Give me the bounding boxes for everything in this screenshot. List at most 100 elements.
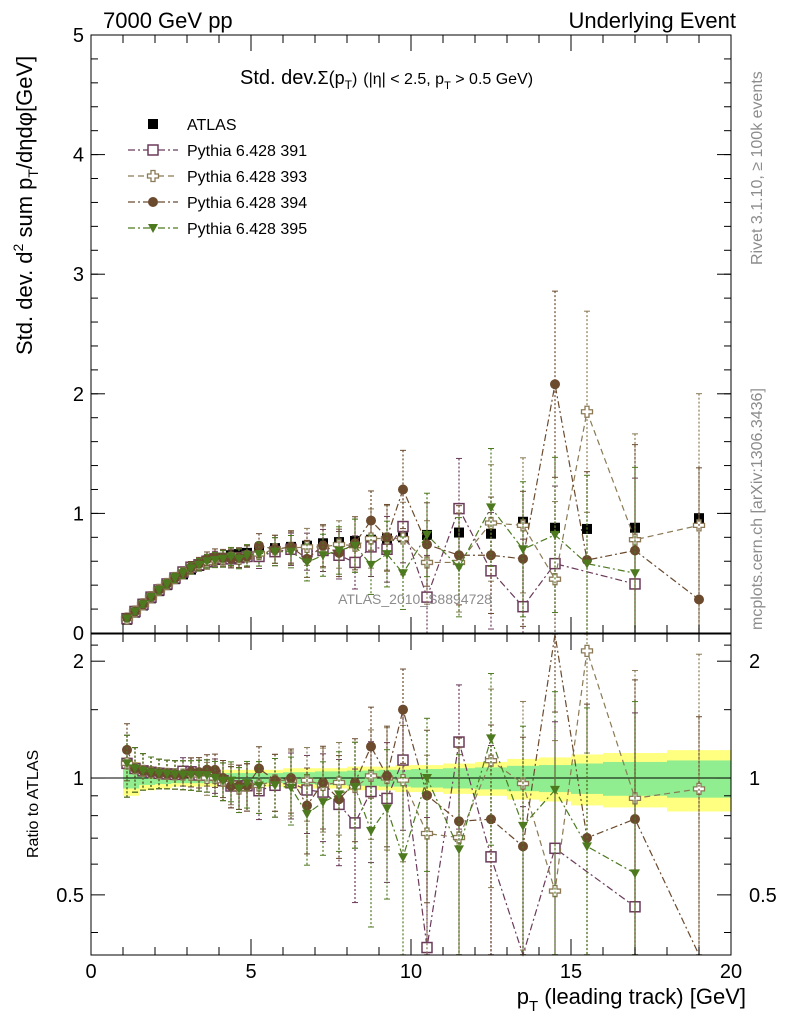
plot-title-sigma: Σ(p bbox=[317, 68, 344, 88]
data-point bbox=[486, 550, 496, 561]
data-point bbox=[286, 547, 296, 557]
x-tick-label: 0 bbox=[85, 961, 96, 983]
ratio-point bbox=[178, 770, 188, 780]
ratio-point bbox=[366, 741, 376, 752]
ratio-point bbox=[486, 734, 496, 744]
data-point bbox=[350, 541, 360, 551]
ratio-point bbox=[194, 771, 204, 781]
main-ylabel-c: /dηdφ[GeV] bbox=[12, 56, 37, 169]
ratio-series-line bbox=[126, 650, 700, 892]
legend-marker bbox=[147, 144, 159, 156]
data-point bbox=[154, 585, 164, 595]
ratio-point bbox=[302, 800, 312, 811]
plot-title-sigma-sub: T bbox=[345, 78, 353, 92]
ratio-point bbox=[254, 781, 264, 791]
ratio-point bbox=[398, 853, 408, 863]
ratio-point bbox=[162, 769, 172, 779]
data-point bbox=[453, 502, 465, 515]
ratio-y-tick-label: 2 bbox=[73, 651, 84, 673]
series-line bbox=[126, 384, 700, 618]
legend-label: ATLAS bbox=[187, 117, 237, 134]
ratio-y-tick-label-right: 1 bbox=[749, 768, 760, 790]
main-ylabel-a: Std. dev. d bbox=[12, 251, 37, 355]
ratio-plot: 0.5 0.51 12 20 5 10 15 20 Ratio to ATLAS pT (le… bbox=[25, 633, 777, 1015]
ratio-point bbox=[334, 790, 344, 800]
data-point bbox=[170, 573, 180, 583]
main-axes: 0 1 2 3 4 5 bbox=[73, 25, 732, 645]
legend-marker bbox=[148, 197, 158, 207]
data-point bbox=[518, 545, 528, 555]
ratio-point bbox=[630, 869, 640, 879]
ratio-axes: 0.5 0.51 12 20 5 10 15 20 bbox=[56, 634, 777, 983]
data-point bbox=[398, 484, 408, 495]
plot-title-cuts: (|η| < 2.5, p bbox=[363, 71, 444, 88]
main-y-tick-label: 4 bbox=[73, 145, 84, 167]
main-y-tick-label: 5 bbox=[73, 25, 84, 47]
ratio-point bbox=[548, 884, 562, 898]
ratio-point bbox=[422, 774, 432, 784]
data-point bbox=[146, 593, 156, 603]
ratio-point bbox=[398, 704, 408, 715]
ratio-point bbox=[366, 826, 376, 836]
ratio-point bbox=[582, 842, 592, 852]
ratio-y-tick-label: 0.5 bbox=[56, 885, 84, 907]
x-tick-label: 10 bbox=[400, 961, 422, 983]
data-point bbox=[162, 579, 172, 589]
main-y-axis-label: Std. dev. d2 sum pT/dηdφ[GeV] bbox=[10, 56, 41, 355]
data-point bbox=[210, 556, 220, 566]
ratio-point bbox=[518, 821, 528, 831]
data-point bbox=[178, 569, 188, 579]
data-point bbox=[202, 557, 212, 567]
ratio-y-tick-label-right: 0.5 bbox=[749, 885, 777, 907]
data-point bbox=[516, 519, 530, 532]
data-point bbox=[694, 594, 704, 605]
plot-title-main: Std. dev. bbox=[240, 67, 317, 89]
legend-marker bbox=[148, 224, 158, 233]
data-point bbox=[302, 558, 312, 568]
main-y-tick-label: 2 bbox=[73, 384, 84, 406]
ratio-point bbox=[154, 769, 164, 779]
data-point bbox=[334, 546, 344, 556]
ratio-point bbox=[382, 770, 392, 781]
data-point bbox=[398, 569, 408, 579]
data-point bbox=[454, 563, 464, 573]
data-point bbox=[366, 515, 376, 526]
ratio-point bbox=[226, 776, 236, 786]
data-point bbox=[270, 547, 280, 557]
data-point bbox=[422, 530, 432, 540]
ratio-point bbox=[130, 764, 140, 774]
ratio-point bbox=[332, 776, 346, 789]
ratio-point bbox=[242, 779, 252, 789]
data-point bbox=[366, 560, 376, 570]
plot-title: Std. dev.Σ(pT) (|η| < 2.5, pT > 0.5 GeV) bbox=[240, 67, 533, 92]
ratio-point bbox=[318, 798, 328, 808]
legend-marker bbox=[146, 169, 160, 183]
data-point bbox=[300, 540, 314, 554]
ratio-point bbox=[484, 754, 498, 767]
data-point bbox=[318, 540, 328, 551]
data-point bbox=[422, 539, 432, 550]
ratio-point bbox=[302, 809, 312, 819]
data-point bbox=[364, 532, 378, 545]
ratio-point bbox=[550, 785, 560, 795]
ratio-point bbox=[146, 768, 156, 778]
ratio-point bbox=[210, 774, 220, 784]
data-point bbox=[138, 600, 148, 610]
data-point bbox=[242, 551, 252, 561]
data-point bbox=[218, 554, 228, 564]
data-point bbox=[254, 550, 264, 560]
ratio-point bbox=[122, 744, 132, 755]
ratio-point bbox=[202, 771, 212, 781]
main-ylabel-sub: T bbox=[25, 169, 41, 178]
data-point bbox=[550, 530, 560, 540]
ratio-point bbox=[382, 804, 392, 814]
ratio-point bbox=[580, 644, 594, 658]
plot-title-cuts-end: > 0.5 GeV) bbox=[451, 71, 533, 88]
data-point bbox=[194, 560, 204, 570]
header-left: 7000 GeV pp bbox=[103, 8, 233, 33]
ratio-marks bbox=[120, 633, 706, 957]
series-line bbox=[126, 409, 700, 620]
legend-label: Pythia 6.428 391 bbox=[187, 143, 307, 160]
